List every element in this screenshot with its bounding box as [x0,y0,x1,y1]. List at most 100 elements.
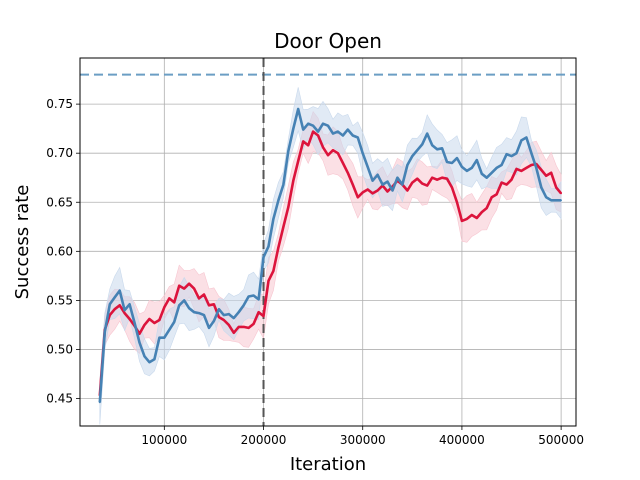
series-1-point [366,188,369,191]
series-1-point [128,318,131,320]
series-2-point [203,314,205,316]
series-1-point [153,322,156,324]
series-1-point [510,178,513,181]
series-2-point [515,152,518,155]
series-1-point [386,190,389,193]
series-1-point [470,214,473,216]
series-1-point [441,176,443,179]
series-2-point [525,136,528,139]
series-2-point [431,144,434,147]
series-1-point [495,193,498,196]
series-2-point [103,330,106,333]
series-2-point [232,317,235,319]
series-2-point [143,355,146,358]
series-2-point [461,166,463,168]
series-2-point [262,256,265,259]
series-2-point [272,218,275,220]
series-1-point [346,171,349,174]
series-2-point [555,199,558,202]
series-2-point [545,196,548,199]
series-2-point [366,166,369,168]
y-tick-label: 0.45 [46,392,73,406]
reference-lines [80,58,576,426]
series-2-point [257,298,260,301]
series-1-point [307,144,310,147]
series-1-point [302,140,305,143]
series-1-point [317,134,319,137]
series-1-point [208,304,210,307]
series-2-point [98,401,101,404]
series-2-point [426,132,429,135]
axis-ticks: 100000 200000 300000 400000 500000 0.45 0.50 0.… [46,97,584,447]
series-1-point [227,324,230,326]
series-2-point [317,130,319,133]
series-1-point [297,160,300,162]
series-1-point [188,282,191,285]
series-1-point [550,171,553,174]
series-1-point [322,146,324,149]
series-1-point [466,218,468,220]
series-2-point [550,199,553,202]
series-1-point [282,225,285,228]
series-2-point [540,186,543,189]
series-2-point [252,294,255,297]
series-2-point [113,296,116,299]
x-tick-label: 300000 [340,433,386,447]
series-1-point [351,183,354,186]
series-1-point [158,319,161,321]
series-1-point [198,297,200,300]
series-1-point [485,207,488,210]
series-2-point [535,167,538,169]
series-2-point [242,304,245,307]
series-1-point [168,297,171,300]
series-2-point [446,161,448,163]
series-1-point [540,169,543,171]
series-1-point [232,331,235,334]
series-2-point [451,162,453,164]
series-2-point [163,336,166,339]
series-2-point [118,289,121,292]
y-tick-label: 0.60 [46,244,73,258]
y-tick-label: 0.55 [46,293,73,307]
series-2-point [173,321,176,323]
series-1-point [356,196,359,199]
chart-title: Door Open [274,29,382,53]
series-1-point [183,287,186,290]
series-2-point [193,311,196,314]
series-1-point [277,246,280,249]
series-2-line [98,107,562,403]
series-1-point [252,323,255,325]
series-1-point [342,162,344,164]
series-2-point [218,308,220,311]
series-2-point [312,124,314,127]
series-1-point [108,314,111,316]
series-1-point [515,168,518,170]
series-1-point [337,152,339,155]
series-1-point [272,270,275,272]
series-2-point [153,358,156,361]
series-1-point [327,154,329,157]
series-2-point [332,132,334,135]
x-axis-title: Iteration [290,454,366,475]
series-1-point [292,179,295,182]
series-2-point [346,128,349,131]
series-2-point [406,164,409,166]
plot-area-frame [79,57,577,427]
series-1-point [436,178,438,181]
series-2-point [376,173,379,176]
series-1-point [545,174,548,177]
series-1-point [178,284,181,287]
series-2-point [441,147,443,150]
series-2-point [436,148,438,151]
series-2-point [381,183,384,186]
series-2-point [361,152,364,155]
series-2-point [148,361,151,364]
x-tick-label: 200000 [241,433,287,447]
series-2-point [208,327,210,329]
series-1-point [371,192,374,195]
series-2-point [108,303,111,306]
series-1-point [411,181,414,184]
series-2-point [495,167,498,169]
series-1-point [555,186,558,189]
series-1-point [143,324,146,326]
